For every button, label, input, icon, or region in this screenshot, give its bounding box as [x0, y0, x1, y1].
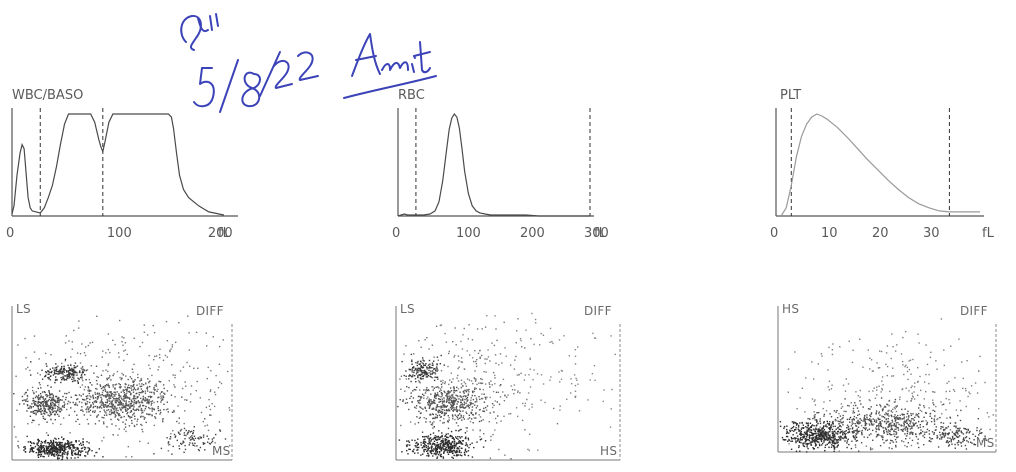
- cell-cluster-3: [399, 318, 577, 460]
- x-axis-unit: fL: [218, 226, 230, 241]
- cell-cluster-4: [153, 426, 227, 455]
- cell-cluster-4: [416, 312, 616, 452]
- corner-label: DIFF: [196, 304, 224, 318]
- cell-cluster-1: [807, 391, 983, 452]
- scattergram-plot: [777, 306, 997, 453]
- x-tick-label: 10: [821, 226, 838, 241]
- cell-cluster-0: [398, 426, 487, 459]
- histogram-title: RBC: [398, 88, 425, 103]
- histogram-curve: [11, 113, 225, 216]
- cell-cluster-3: [55, 365, 211, 436]
- cell-cluster-0: [779, 412, 860, 453]
- x-tick-label: 100: [106, 226, 132, 241]
- x-tick-label: 0: [6, 226, 15, 241]
- plt-histogram: PLT 0 10 20 30 fL: [770, 86, 1000, 246]
- x-tick-label: 300: [584, 226, 609, 241]
- cell-cluster-5: [13, 315, 231, 458]
- x-axis-label: MS: [976, 436, 995, 450]
- handwritten-signature: [180, 13, 437, 113]
- x-axis-unit: fL: [982, 226, 994, 241]
- x-tick-label: 0: [770, 226, 779, 241]
- scattergram-plot: [11, 306, 233, 461]
- corner-label: DIFF: [584, 304, 612, 318]
- x-tick-label: 30: [923, 226, 940, 241]
- histogram-plot: [11, 108, 238, 217]
- histogram-title: PLT: [780, 88, 802, 103]
- histogram-curve: [397, 112, 590, 217]
- cell-cluster-0: [17, 434, 104, 461]
- histogram-curve: [780, 113, 980, 217]
- diff-scattergram-ls-hs: LS DIFF HS: [392, 300, 632, 466]
- x-tick-label: 200: [520, 226, 545, 241]
- histogram-title: WBC/BASO: [12, 88, 84, 103]
- y-axis-label: LS: [400, 302, 415, 316]
- rbc-histogram: RBC 0 100 200 300 fL: [392, 86, 622, 246]
- corner-label: DIFF: [960, 304, 988, 318]
- cell-cluster-1: [13, 382, 79, 423]
- histogram-plot: [775, 108, 984, 217]
- scattergram-plot: [395, 306, 621, 461]
- diff-scattergram-hs-ms: HS DIFF MS: [774, 300, 1014, 466]
- histogram-plot: [397, 108, 594, 217]
- cell-cluster-2: [928, 416, 987, 450]
- x-axis-label: HS: [600, 444, 618, 458]
- diff-scattergram-ls-ms: LS DIFF MS: [8, 300, 248, 466]
- y-axis-label: HS: [782, 302, 800, 316]
- wbc-baso-histogram: WBC/BASO 0 100 200 fL: [6, 86, 248, 246]
- x-tick-label: 0: [392, 226, 401, 241]
- y-axis-label: LS: [16, 302, 31, 316]
- x-axis-label: MS: [212, 444, 231, 458]
- cell-cluster-3: [787, 318, 994, 452]
- x-tick-label: 20: [872, 226, 889, 241]
- x-tick-label: 100: [456, 226, 481, 241]
- x-axis-unit: fL: [594, 226, 606, 241]
- cell-cluster-1: [397, 377, 506, 438]
- x-tick-label: 200: [207, 226, 233, 241]
